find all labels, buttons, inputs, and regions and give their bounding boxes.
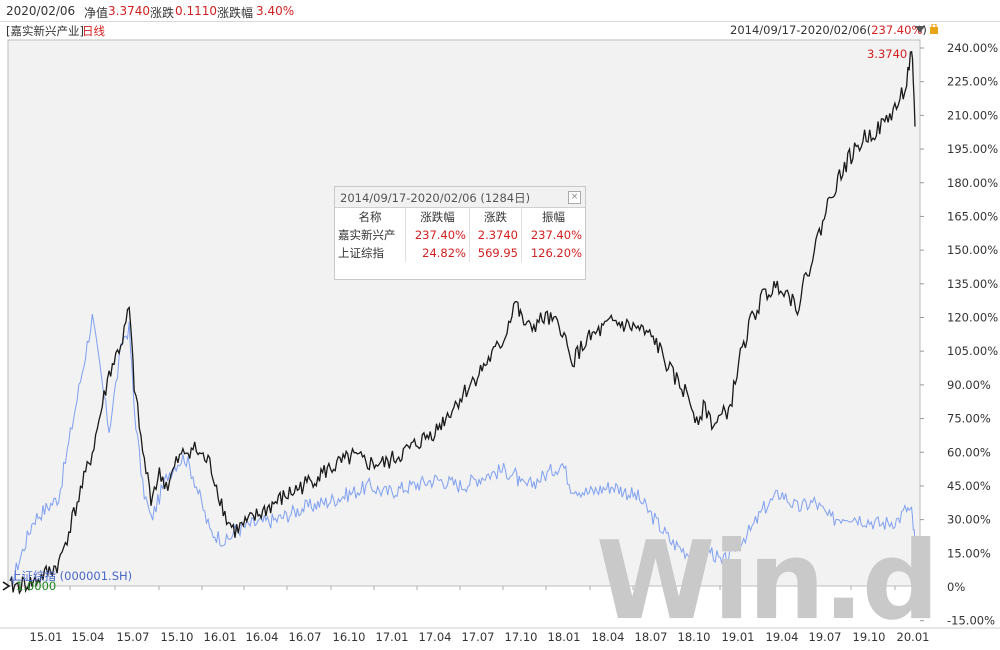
x-tick-label: 18.07 — [635, 630, 668, 644]
y-tick-label: 165.00% — [947, 209, 998, 223]
x-tick-label: 16.10 — [333, 630, 366, 644]
stats-table: 名称 涨跌幅 涨跌 振幅 嘉实新兴产 237.40% 2.3740 237.40… — [335, 208, 585, 262]
toolbar-icons[interactable] — [914, 24, 944, 36]
y-tick-label: 60.00% — [947, 445, 991, 459]
period-stats-box: 2014/09/17-2020/02/06 (1284日) × 名称 涨跌幅 涨… — [334, 186, 586, 280]
col-amp: 振幅 — [542, 210, 565, 224]
stats-box-title: 2014/09/17-2020/02/06 (1284日) — [340, 191, 531, 205]
x-tick-label: 16.01 — [204, 630, 237, 644]
x-tick-label: 18.04 — [592, 630, 625, 644]
x-tick-label: 17.04 — [419, 630, 452, 644]
lock-icon[interactable] — [930, 27, 938, 34]
row-pct: 24.82% — [405, 244, 470, 262]
x-tick-label: 15.10 — [161, 630, 194, 644]
wind-watermark: Win.d — [596, 519, 939, 644]
stats-row-fund: 嘉实新兴产 237.40% 2.3740 237.40% — [335, 226, 585, 244]
col-pct: 涨跌幅 — [405, 208, 470, 226]
y-tick-label: 195.00% — [947, 142, 998, 156]
y-tick-label: 30.00% — [947, 513, 991, 527]
row-amp: 126.20% — [530, 246, 582, 260]
period-label: 日线 — [82, 24, 105, 38]
index-name-label: 上证综指 (000001.SH) — [10, 569, 132, 583]
plot-area — [7, 39, 921, 587]
x-tick-label: 19.04 — [766, 630, 799, 644]
base-value-label: 1.0000 — [16, 579, 56, 593]
x-tick-label: 18.10 — [678, 630, 711, 644]
stats-row-index: 上证综指 24.82% 569.95 126.20% — [335, 244, 585, 262]
x-tick-label: 15.01 — [30, 630, 63, 644]
col-chg: 涨跌 — [469, 208, 523, 226]
y-tick-label: 90.00% — [947, 378, 991, 392]
close-icon[interactable]: × — [568, 191, 581, 204]
row-chg: 2.3740 — [469, 226, 523, 244]
x-tick-label: 16.07 — [289, 630, 322, 644]
x-tick-label: 17.10 — [505, 630, 538, 644]
y-tick-label: 45.00% — [947, 479, 991, 493]
pct-label: 涨跌幅 — [217, 6, 254, 20]
index-series-line — [9, 314, 916, 585]
y-tick-label: 120.00% — [947, 311, 998, 325]
y-tick-label: 210.00% — [947, 108, 998, 122]
dropdown-icon[interactable] — [915, 26, 925, 33]
row-name: 上证综指 — [335, 244, 406, 262]
change-label: 涨跌 — [150, 6, 175, 20]
y-tick-label: 75.00% — [947, 412, 991, 426]
y-tick-label: 225.00% — [947, 75, 998, 89]
last-price-label: 3.3740 — [867, 47, 907, 61]
range-pct: 237.40% — [871, 23, 923, 37]
change-value: 0.1110 — [175, 4, 217, 18]
x-tick-label: 17.07 — [462, 630, 495, 644]
x-tick-label: 19.10 — [853, 630, 886, 644]
x-tick-label: 19.01 — [722, 630, 755, 644]
fund-series-line — [9, 50, 916, 595]
row-chg: 569.95 — [469, 244, 523, 262]
x-tick-label: 15.04 — [72, 630, 105, 644]
stats-box-header: 2014/09/17-2020/02/06 (1284日) × — [335, 187, 585, 208]
y-tick-label: 150.00% — [947, 243, 998, 257]
fund-name: [嘉实新兴产业] — [6, 24, 84, 38]
x-tick-label: 16.04 — [246, 630, 279, 644]
range-text: 2014/09/17-2020/02/06(237.40%) — [730, 23, 927, 37]
y-tick-label: 105.00% — [947, 344, 998, 358]
nav-value: 3.3740 — [108, 4, 150, 18]
quote-date: 2020/02/06 — [6, 4, 76, 18]
x-tick-label: 20.01 — [897, 630, 930, 644]
chart-subheader: [嘉实新兴产业] 日线 2014/09/17-2020/02/06(237.40… — [0, 22, 940, 38]
row-name: 嘉实新兴产 — [335, 226, 406, 244]
row-amp: 237.40% — [530, 228, 582, 242]
y-tick-label: 0% — [947, 580, 965, 594]
x-tick-label: 15.07 — [117, 630, 150, 644]
nav-label: 净值 — [84, 6, 109, 20]
x-tick-label: 18.01 — [548, 630, 581, 644]
base-arrow-icon — [2, 581, 11, 591]
stats-header-row: 名称 涨跌幅 涨跌 振幅 — [335, 208, 585, 226]
pct-value: 3.40% — [256, 4, 295, 18]
quote-header: 2020/02/06 净值 3.3740 涨跌 0.1110 涨跌幅 3.40% — [0, 0, 1000, 22]
row-pct: 237.40% — [405, 226, 470, 244]
col-name: 名称 — [335, 208, 406, 226]
y-tick-label: 135.00% — [947, 277, 998, 291]
x-tick-label: 19.07 — [809, 630, 842, 644]
y-tick-label: 15.00% — [947, 546, 991, 560]
y-tick-label: 180.00% — [947, 176, 998, 190]
x-tick-label: 17.01 — [376, 630, 409, 644]
y-tick-label: -15.00% — [947, 614, 995, 628]
y-tick-label: 240.00% — [947, 41, 998, 55]
